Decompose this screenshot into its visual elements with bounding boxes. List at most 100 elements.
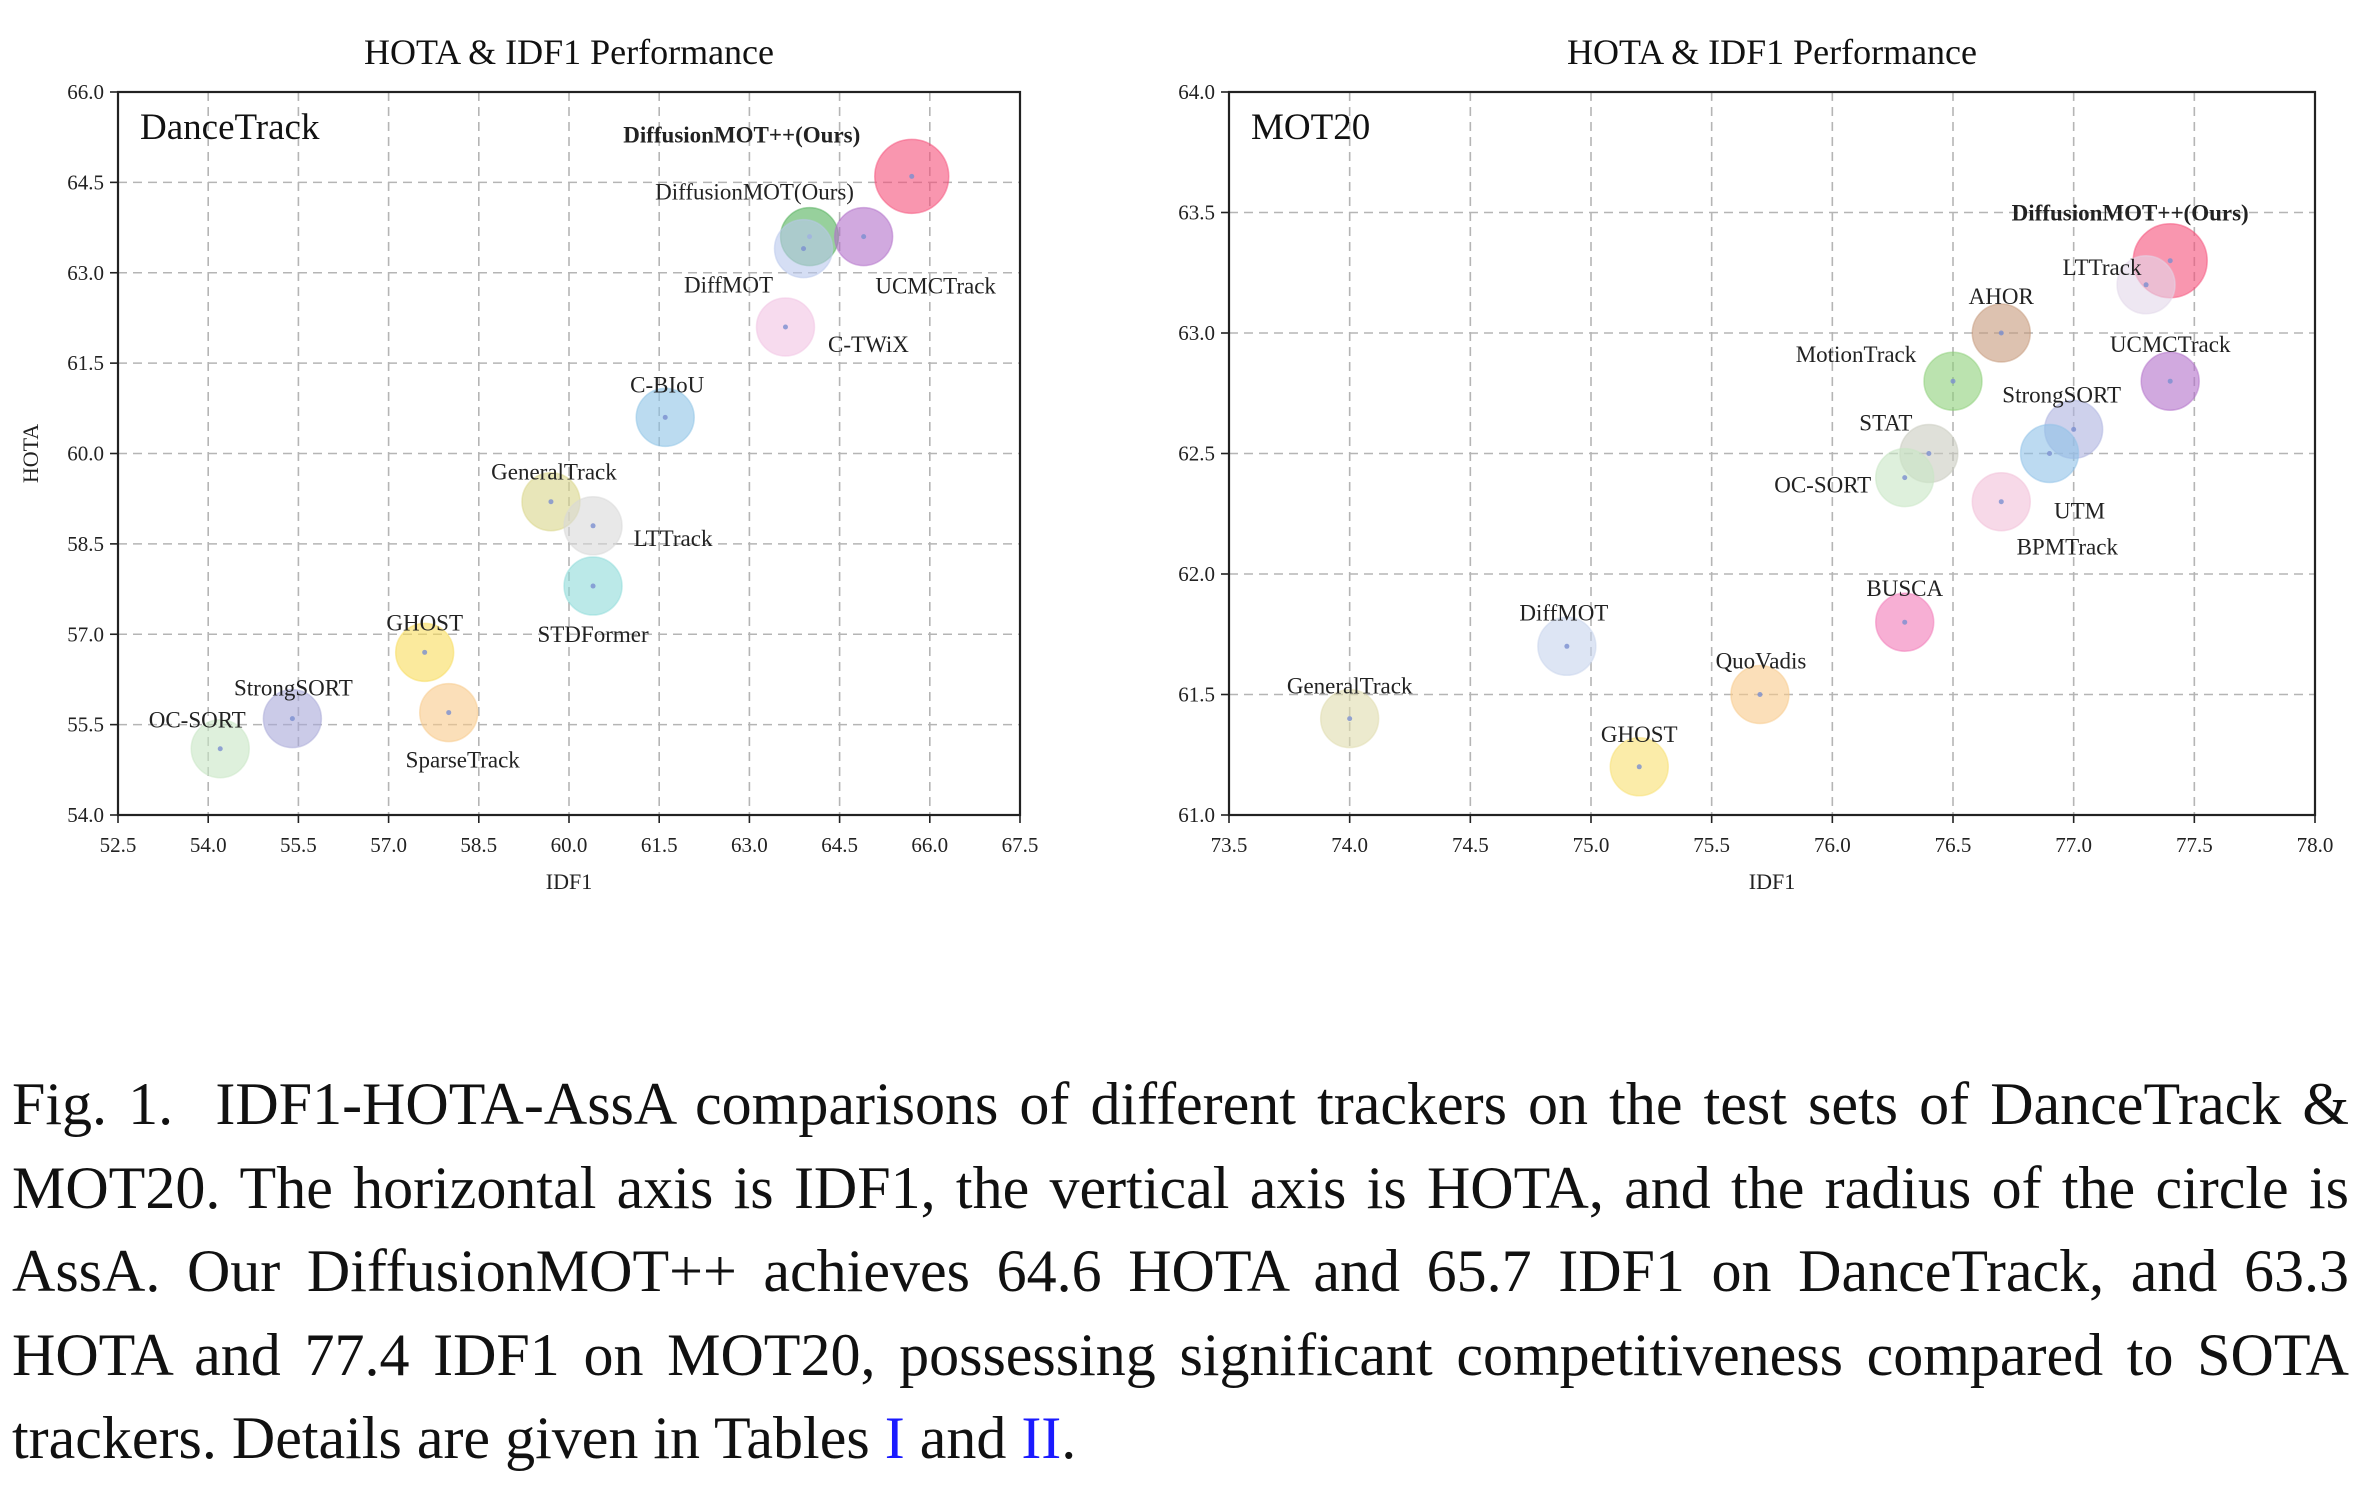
y-tick-label: 57.0 <box>67 622 104 646</box>
x-axis-label: IDF1 <box>546 869 592 894</box>
y-tick-label: 63.0 <box>67 261 104 285</box>
x-tick-label: 61.5 <box>641 833 678 857</box>
bubble-center-dot <box>1564 643 1570 649</box>
x-tick-label: 74.5 <box>1452 833 1489 857</box>
bubble-center-dot <box>662 414 668 420</box>
y-tick-label: 62.0 <box>1178 562 1215 586</box>
bubble-center-dot <box>1950 378 1956 384</box>
bubble-label: STDFormer <box>537 622 649 647</box>
bubble-label: QuoVadis <box>1716 649 1807 674</box>
bubble-center-dot <box>446 710 452 716</box>
y-tick-label: 54.0 <box>67 803 104 827</box>
x-tick-label: 64.5 <box>821 833 858 857</box>
table-ref-2[interactable]: II <box>1021 1405 1062 1471</box>
bubble-label: GeneralTrack <box>1287 674 1413 699</box>
y-tick-label: 66.0 <box>67 80 104 104</box>
x-tick-label: 60.0 <box>551 833 588 857</box>
caption-end: . <box>1061 1405 1077 1471</box>
y-tick-label: 62.5 <box>1178 442 1215 466</box>
bubble-center-dot <box>1347 716 1353 722</box>
bubble-label: GHOST <box>1601 722 1678 747</box>
bubble-label: DiffusionMOT++(Ours) <box>2012 201 2249 226</box>
bubble-label: StrongSORT <box>234 676 353 701</box>
bubble-center-dot <box>2167 378 2173 384</box>
x-tick-label: 54.0 <box>190 833 227 857</box>
panel-label: MOT20 <box>1251 107 1370 148</box>
bubble-center-dot <box>1902 475 1908 481</box>
y-tick-label: 55.5 <box>67 713 104 737</box>
y-tick-label: 58.5 <box>67 532 104 556</box>
y-tick-label: 61.5 <box>1178 683 1215 707</box>
bubble-label: UCMCTrack <box>875 274 996 299</box>
bubble-center-dot <box>801 246 807 252</box>
x-tick-label: 77.0 <box>2055 833 2092 857</box>
table-ref-1[interactable]: I <box>884 1405 905 1471</box>
y-tick-label: 63.5 <box>1178 201 1215 225</box>
x-tick-label: 75.0 <box>1573 833 1610 857</box>
chart-title: HOTA & IDF1 Performance <box>364 32 774 72</box>
bubble-label: STAT <box>1859 411 1912 436</box>
bubble-label: LTTrack <box>2063 255 2142 280</box>
bubble-label: C-TWiX <box>828 332 909 357</box>
x-tick-label: 74.0 <box>1331 833 1368 857</box>
bubble-center-dot <box>782 324 788 330</box>
y-tick-label: 64.5 <box>67 170 104 194</box>
x-tick-label: 58.5 <box>460 833 497 857</box>
x-tick-label: 75.5 <box>1693 833 1730 857</box>
x-tick-label: 55.5 <box>280 833 317 857</box>
bubble-center-dot <box>1636 764 1642 770</box>
bubble-label: DiffMOT <box>684 273 773 298</box>
bubble-label: GHOST <box>386 610 463 635</box>
x-tick-label: 67.5 <box>1002 833 1039 857</box>
bubble-center-dot <box>2047 451 2053 456</box>
y-axis-label: HOTA <box>18 424 43 483</box>
bubble-label: BUSCA <box>1866 576 1943 601</box>
bubble-center-dot <box>2143 282 2149 288</box>
figure-charts: 52.5 54.0 55.5 57.0 58.5 60.0 61.5 63.0 64.5 66.0… <box>18 32 2334 894</box>
x-tick-label: 76.5 <box>1935 833 1972 857</box>
bubble-center-dot <box>2167 258 2173 264</box>
bubble-center-dot <box>1926 451 1932 456</box>
bubble-label: MotionTrack <box>1796 342 1917 367</box>
x-tick-label: 73.5 <box>1211 833 1248 857</box>
bubble-label: DiffMOT <box>1519 600 1608 625</box>
x-tick-label: 63.0 <box>731 833 768 857</box>
panel-label: DanceTrack <box>140 107 320 148</box>
bubble-center-dot <box>909 173 915 179</box>
x-tick-label: 78.0 <box>2297 833 2334 857</box>
bubble-center-dot <box>1998 330 2004 336</box>
bubble-label: AHOR <box>1969 284 2035 309</box>
bubble-center-dot <box>422 649 428 655</box>
caption-label: Fig. 1. <box>12 1071 174 1137</box>
bubble-label: DiffusionMOT++(Ours) <box>623 122 860 147</box>
x-tick-label: 66.0 <box>911 833 948 857</box>
y-tick-label: 61.5 <box>67 351 104 375</box>
bubble-label: OC-SORT <box>149 708 246 733</box>
y-tick-label: 63.0 <box>1178 321 1215 345</box>
x-tick-label: 77.5 <box>2176 833 2213 857</box>
bubble-label: C-BIoU <box>630 372 705 397</box>
bubble-label: GeneralTrack <box>491 460 617 485</box>
caption-body: IDF1-HOTA-AssA comparisons of different … <box>12 1071 2350 1471</box>
plot-frame <box>1227 90 2317 817</box>
x-tick-label: 57.0 <box>370 833 407 857</box>
bubble-label: UTM <box>2054 499 2105 524</box>
bubble-center-dot <box>289 716 295 722</box>
plot-frame <box>116 90 1022 817</box>
bubble-center-dot <box>548 499 554 505</box>
bubble-center-dot <box>1902 619 1908 625</box>
caption-and: and <box>919 1405 1007 1471</box>
bubble-center-dot <box>590 523 596 529</box>
bubble-center-dot <box>217 746 223 752</box>
bubble-label: OC-SORT <box>1774 473 1871 498</box>
bubble-center-dot <box>2071 426 2077 432</box>
x-axis-label: IDF1 <box>1749 869 1795 894</box>
bubble-center-dot <box>590 583 596 589</box>
bubble-center-dot <box>1757 692 1763 697</box>
bubble-label: BPMTrack <box>2017 535 2119 560</box>
chart-title: HOTA & IDF1 Performance <box>1567 32 1977 72</box>
x-tick-label: 76.0 <box>1814 833 1851 857</box>
bubble-label: StrongSORT <box>2002 382 2121 407</box>
figure-caption: Fig. 1. IDF1-HOTA-AssA comparisons of di… <box>12 1063 2349 1481</box>
y-tick-label: 61.0 <box>1178 803 1215 827</box>
